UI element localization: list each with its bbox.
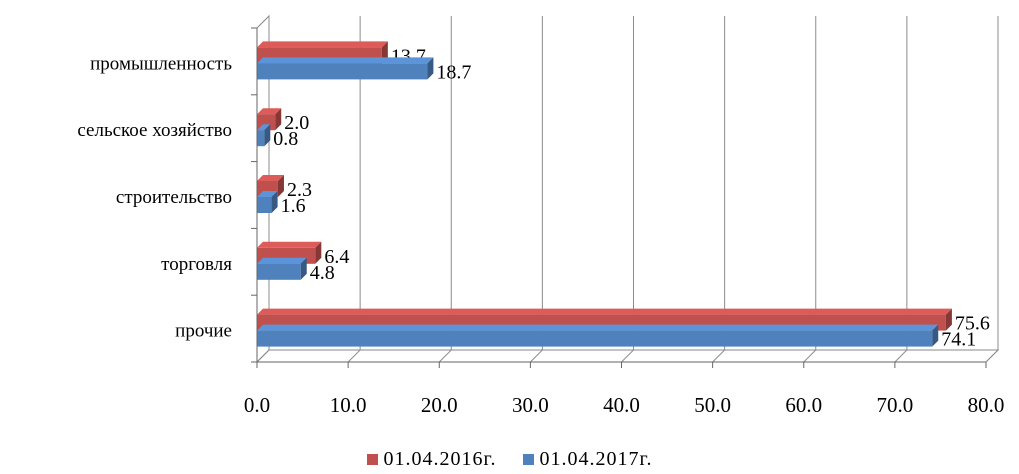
data-label: 1.6: [281, 195, 306, 217]
data-label: 4.8: [310, 262, 335, 284]
x-tick-label: 20.0: [421, 393, 458, 417]
gridline-floor: [712, 349, 725, 363]
x-tick-label: 10.0: [330, 393, 367, 417]
x-tick-label: 40.0: [603, 393, 640, 417]
data-label: 18.7: [436, 61, 471, 83]
bar-top: [257, 241, 322, 248]
bar-top: [257, 308, 952, 315]
bar-top: [257, 124, 271, 131]
x-tick-label: 50.0: [694, 393, 731, 417]
gridline-floor: [985, 349, 999, 363]
legend: 01.04.2016г. 01.04.2017г.: [0, 446, 1019, 472]
category-label: прочие: [175, 321, 232, 342]
bar-top: [257, 257, 307, 264]
bar-end: [427, 57, 434, 80]
x-tick-label: 80.0: [968, 393, 1005, 417]
data-label: 6.4: [324, 246, 349, 268]
bar-end: [275, 108, 282, 131]
legend-swatch-2017: [522, 453, 534, 465]
gridline-floor: [621, 349, 634, 363]
bar-end: [945, 308, 952, 331]
category-label: сельское хозяйство: [77, 120, 232, 141]
bar-top: [257, 191, 278, 197]
bar: [257, 63, 428, 80]
legend-item-2017: 01.04.2017г.: [522, 447, 653, 471]
bar: [257, 130, 265, 147]
bar-end: [264, 124, 271, 147]
gridline-floor: [530, 349, 543, 363]
data-label: 2.3: [287, 179, 312, 201]
data-label: 75.6: [955, 313, 990, 335]
bar-end: [277, 175, 284, 197]
x-tick-label: 0.0: [244, 393, 270, 417]
data-label: 74.1: [941, 329, 976, 351]
bar: [257, 263, 301, 280]
category-label: промышленность: [90, 53, 232, 74]
gridline-floor: [256, 349, 270, 363]
bar-end: [932, 324, 939, 347]
gridline-floor: [347, 349, 361, 363]
legend-item-2016: 01.04.2016г.: [366, 447, 497, 471]
legend-label-2017: 01.04.2017г.: [539, 447, 653, 470]
bar-top: [257, 41, 388, 48]
legend-swatch-2016: [366, 453, 378, 465]
gridline-floor: [438, 349, 452, 363]
category-label: торговля: [161, 254, 232, 275]
bar-top: [257, 324, 939, 331]
gridline-floor: [894, 349, 908, 363]
bar-chart: 0.0 10.0 20.0 30.0 40.0 50.0 60.0 70.0 80.0 промы…: [77, 14, 1005, 417]
bar: [257, 197, 272, 213]
bar-end: [271, 191, 278, 213]
gridline-floor: [803, 349, 817, 363]
bar-end: [300, 257, 307, 280]
x-tick-label: 30.0: [512, 393, 549, 417]
data-label: 2.0: [284, 112, 309, 134]
category-label: строительство: [116, 187, 232, 208]
bar-top: [257, 108, 282, 115]
bar-top: [257, 57, 434, 64]
x-tick-label: 70.0: [877, 393, 914, 417]
bar: [257, 330, 933, 347]
legend-label-2016: 01.04.2016г.: [383, 447, 497, 470]
bar-end: [315, 241, 322, 264]
x-tick-label: 60.0: [785, 393, 822, 417]
bar-top: [257, 175, 284, 181]
data-label: 0.8: [273, 128, 298, 150]
